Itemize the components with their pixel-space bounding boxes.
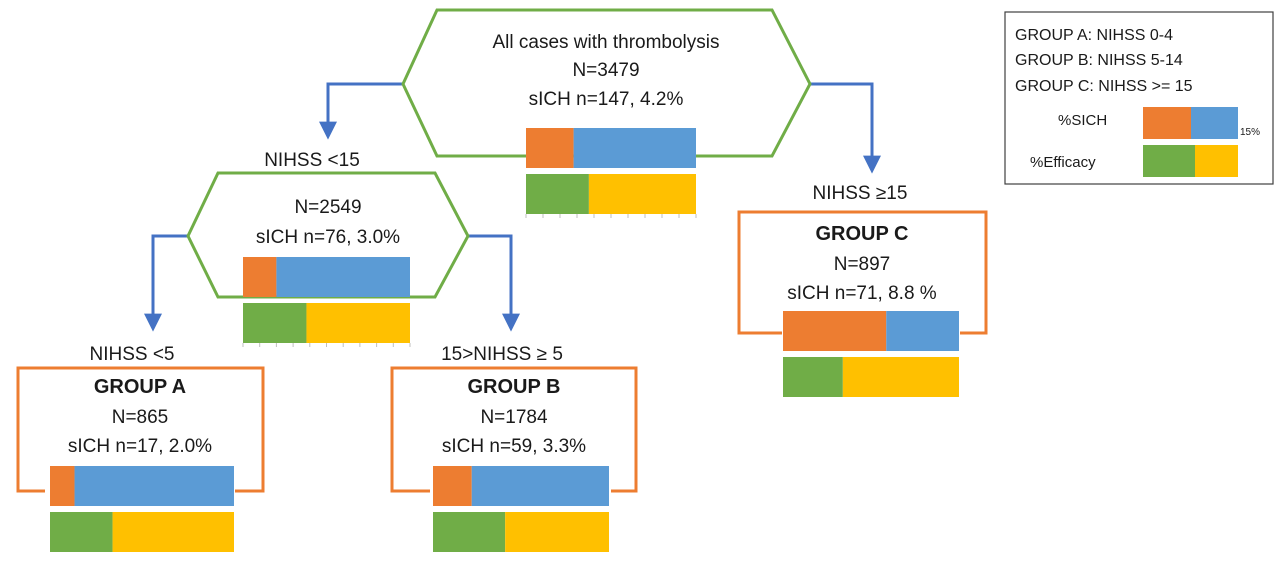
- legend-sich-swatch-orange: [1143, 107, 1191, 139]
- group-c-box: [737, 210, 988, 335]
- group-b-name: GROUP B: [468, 376, 561, 398]
- legend-efficacy-label: %Efficacy: [1030, 154, 1096, 171]
- group-c-efficacy-remainder-bar: [842, 357, 959, 397]
- arrow-root-to-group-c: [810, 82, 881, 174]
- root-efficacy-bar: [526, 174, 589, 214]
- node-lt15-efficacy-remainder-bar: [306, 303, 410, 343]
- group-c-edge-label: NIHSS ≥15: [813, 183, 908, 204]
- group-a-sich: sICH n=17, 2.0%: [68, 436, 212, 457]
- group-a-box: [16, 366, 265, 493]
- group-b-box: [390, 366, 638, 493]
- legend-sich-swatch-blue: [1191, 107, 1238, 139]
- group-a-name: GROUP A: [94, 376, 186, 398]
- group-a-sich-remainder-bar: [74, 466, 235, 506]
- root-efficacy-remainder-bar: [588, 174, 696, 214]
- group-b-edge-label: 15>NIHSS ≥ 5: [441, 344, 563, 365]
- root-sich: sICH n=147, 4.2%: [529, 89, 684, 110]
- group-b-count: N=1784: [480, 407, 548, 428]
- legend-line-a: GROUP A: NIHSS 0-4: [1015, 27, 1173, 44]
- legend-sich-label: %SICH: [1058, 112, 1107, 129]
- node-lt15-efficacy-bar: [243, 303, 307, 343]
- root-count: N=3479: [572, 60, 639, 81]
- legend-line-c: GROUP C: NIHSS >= 15: [1015, 78, 1193, 95]
- legend-line-b: GROUP B: NIHSS 5-14: [1015, 52, 1183, 69]
- lt15-count: N=2549: [294, 197, 361, 218]
- bars-layer: [50, 128, 959, 552]
- group-a-efficacy-bar: [50, 512, 113, 552]
- group-a-edge-label: NIHSS <5: [89, 344, 174, 365]
- root-hexagon: [401, 8, 812, 158]
- root-title: All cases with thrombolysis: [492, 32, 719, 53]
- group-c-sich: sICH n=71, 8.8 %: [787, 283, 937, 304]
- lt15-sich: sICH n=76, 3.0%: [256, 227, 400, 248]
- root-sich-bar: [526, 128, 574, 168]
- group-a-sich-bar: [50, 466, 75, 506]
- group-c-sich-remainder-bar: [886, 311, 959, 351]
- lt15-edge-label: NIHSS <15: [264, 150, 360, 171]
- arrow-lt15-to-group-a: [144, 234, 188, 332]
- group-c-name: GROUP C: [816, 223, 909, 245]
- arrow-lt15-to-group-b: [468, 234, 520, 332]
- group-b-sich: sICH n=59, 3.3%: [442, 436, 586, 457]
- arrow-root-to-lt15: [319, 82, 403, 140]
- group-c-sich-bar: [783, 311, 887, 351]
- group-a-count: N=865: [112, 407, 169, 428]
- group-a-efficacy-remainder-bar: [112, 512, 234, 552]
- group-b-sich-remainder-bar: [471, 466, 609, 506]
- group-b-efficacy-remainder-bar: [505, 512, 609, 552]
- group-c-count: N=897: [834, 254, 891, 275]
- group-b-sich-bar: [433, 466, 472, 506]
- legend-efficacy-swatch-green: [1143, 145, 1195, 177]
- root-sich-remainder-bar: [573, 128, 696, 168]
- legend-sich-scale-label: 15%: [1240, 127, 1260, 138]
- group-b-efficacy-bar: [433, 512, 506, 552]
- group-c-efficacy-bar: [783, 357, 843, 397]
- legend-efficacy-swatch-yellow: [1195, 145, 1238, 177]
- node-lt15-sich-remainder-bar: [276, 257, 410, 297]
- node-lt15-sich-bar: [243, 257, 277, 297]
